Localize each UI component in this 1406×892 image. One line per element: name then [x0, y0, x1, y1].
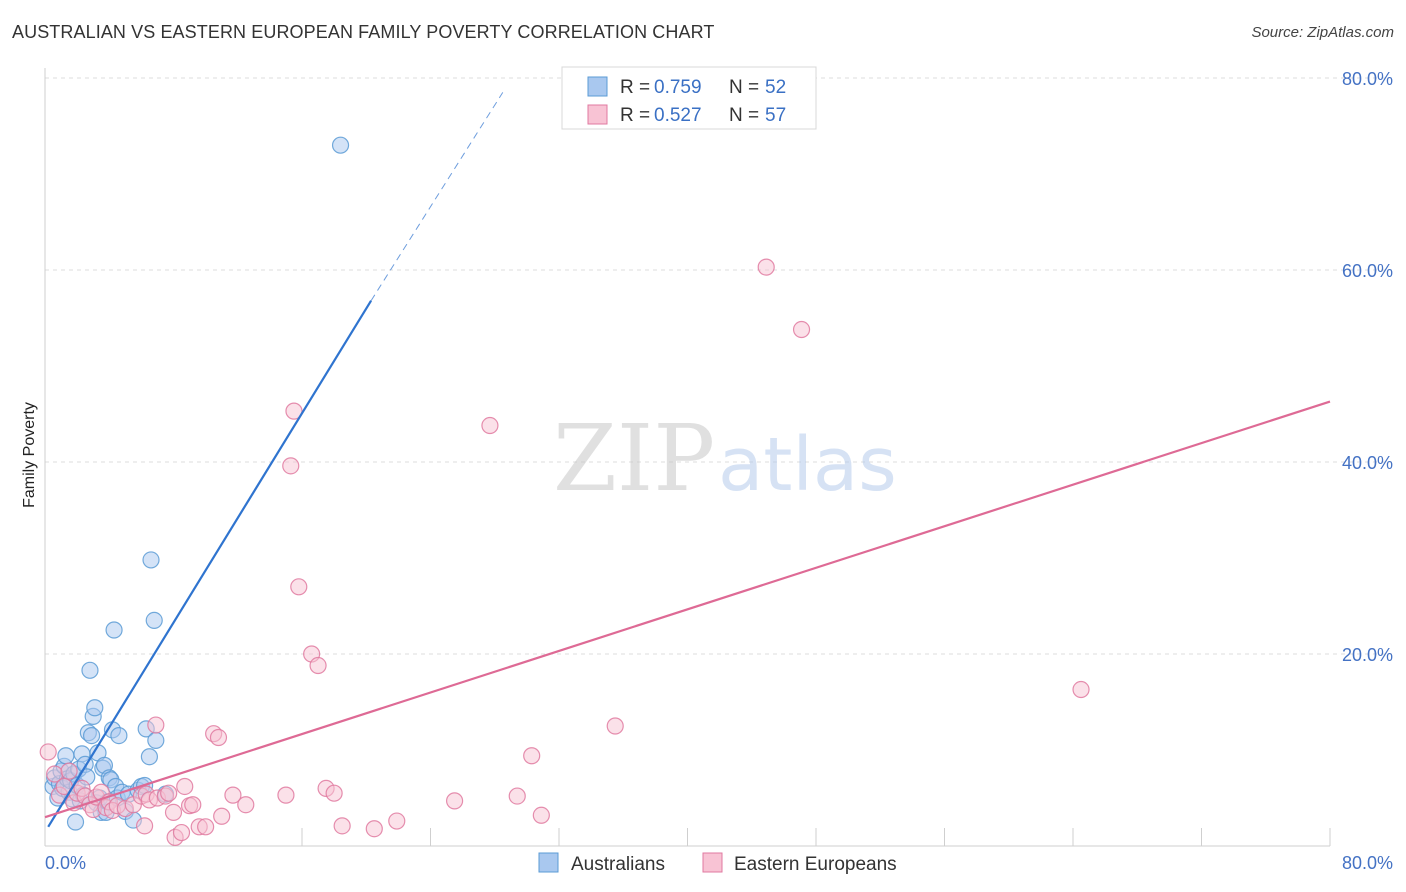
point-eastern-europeans — [164, 803, 183, 822]
point-eastern-europeans — [481, 416, 499, 435]
point-eastern-europeans — [792, 320, 811, 339]
bottom-legend-swatch[interactable] — [538, 852, 559, 873]
bottom-legend-label[interactable]: Eastern Europeans — [734, 854, 897, 875]
point-eastern-europeans — [606, 717, 624, 735]
point-eastern-europeans — [197, 818, 215, 836]
grid-lines — [45, 77, 1392, 655]
point-australians — [110, 726, 128, 745]
point-eastern-europeans — [285, 402, 303, 420]
point-eastern-europeans — [388, 812, 406, 830]
point-eastern-europeans — [160, 784, 178, 802]
watermark-zip: ZIP — [553, 405, 715, 512]
point-eastern-europeans — [365, 820, 383, 838]
point-eastern-europeans — [135, 817, 154, 835]
point-eastern-europeans — [184, 796, 202, 814]
legend-n-value: 52 — [765, 77, 786, 98]
y-tick-label: 40.0% — [1342, 453, 1393, 473]
y-tick-label: 60.0% — [1342, 261, 1393, 281]
point-australians — [81, 661, 99, 679]
point-eastern-europeans — [309, 656, 327, 675]
legend-r-label: R = — [620, 105, 650, 126]
y-tick-label: 20.0% — [1342, 645, 1393, 665]
point-eastern-europeans — [213, 807, 231, 825]
point-australians — [331, 136, 350, 154]
point-eastern-europeans — [176, 777, 194, 796]
point-eastern-europeans — [39, 743, 57, 761]
legend-n-value: 57 — [765, 105, 786, 126]
point-australians — [145, 611, 163, 630]
point-eastern-europeans — [523, 747, 541, 765]
bottom-legend-swatch[interactable] — [702, 852, 723, 873]
watermark: ZIP atlas — [553, 405, 897, 512]
axes — [44, 68, 1331, 847]
y-axis-label: Family Poverty — [21, 402, 38, 508]
x-tick-label: 0.0% — [45, 853, 86, 873]
source-label: Source: ZipAtlas.com — [1251, 24, 1394, 41]
point-eastern-europeans — [325, 784, 343, 802]
point-eastern-europeans — [333, 817, 351, 835]
trend-lines — [44, 92, 1331, 828]
legend-swatch — [587, 104, 608, 125]
point-eastern-europeans — [508, 787, 526, 805]
point-eastern-europeans — [290, 578, 308, 596]
point-eastern-europeans — [445, 792, 464, 810]
point-australians — [82, 726, 101, 745]
watermark-atlas: atlas — [718, 422, 897, 508]
legend-r-value: 0.759 — [654, 77, 702, 98]
point-eastern-europeans — [224, 786, 242, 804]
point-eastern-europeans — [757, 258, 775, 276]
legend-r-label: R = — [620, 77, 650, 98]
point-eastern-europeans — [237, 796, 255, 814]
data-points — [39, 136, 1090, 846]
legend-n-label: N = — [729, 77, 759, 98]
point-eastern-europeans — [60, 762, 78, 780]
y-tick-label: 80.0% — [1342, 69, 1393, 89]
point-eastern-europeans — [282, 457, 300, 475]
point-australians — [57, 747, 75, 765]
legend-r-value: 0.527 — [654, 105, 702, 126]
point-eastern-europeans — [172, 823, 191, 842]
point-australians — [142, 551, 160, 569]
point-eastern-europeans — [1072, 680, 1090, 699]
point-australians — [66, 813, 85, 831]
trend-australians — [47, 300, 373, 828]
legend: R = 0.759 N = 52 R = 0.527 N = 57 — [561, 66, 817, 130]
point-australians — [105, 621, 123, 639]
point-australians — [86, 699, 104, 717]
trend-australians-extension — [370, 92, 504, 301]
point-australians — [140, 748, 159, 766]
point-eastern-europeans — [209, 728, 228, 747]
legend-swatch — [587, 76, 608, 97]
legend-n-label: N = — [729, 105, 759, 126]
point-australians — [147, 731, 165, 750]
bottom-legend-label[interactable]: Australians — [571, 854, 665, 875]
bottom-legend: Australians Eastern Europeans — [538, 852, 897, 875]
trend-eastern-europeans — [44, 400, 1331, 819]
tick-labels: 20.0% 40.0% 60.0% 80.0% 0.0% 80.0% — [45, 69, 1393, 873]
point-eastern-europeans — [277, 786, 295, 804]
chart-title: AUSTRALIAN VS EASTERN EUROPEAN FAMILY PO… — [12, 22, 715, 42]
x-tick-label: 80.0% — [1342, 853, 1393, 873]
point-eastern-europeans — [147, 716, 165, 734]
point-eastern-europeans — [532, 806, 550, 824]
